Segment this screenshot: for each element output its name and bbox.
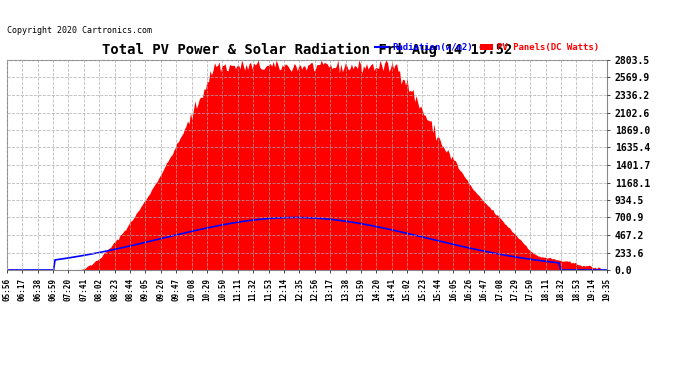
- Text: Copyright 2020 Cartronics.com: Copyright 2020 Cartronics.com: [7, 26, 152, 35]
- Title: Total PV Power & Solar Radiation Fri Aug 14 19:52: Total PV Power & Solar Radiation Fri Aug…: [102, 43, 512, 57]
- Legend: Radiation(w/m2), PV Panels(DC Watts): Radiation(w/m2), PV Panels(DC Watts): [371, 39, 602, 56]
